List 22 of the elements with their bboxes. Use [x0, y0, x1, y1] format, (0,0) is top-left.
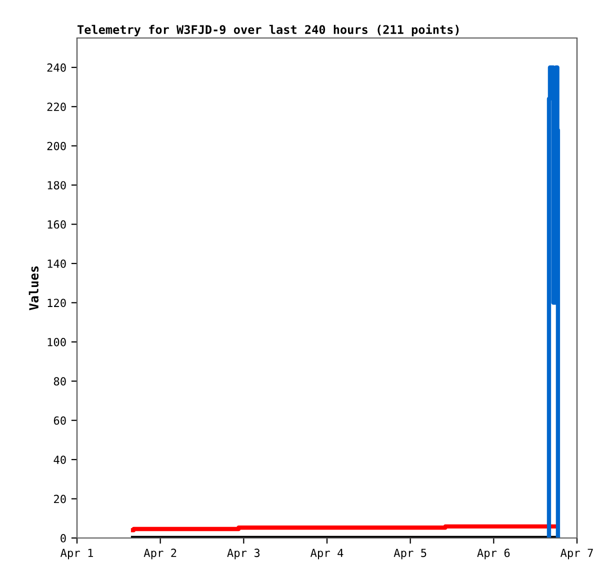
x-tick-label: Apr 4: [310, 548, 344, 560]
x-tick-label: Apr 7: [560, 548, 593, 560]
x-tick-label: Apr 5: [394, 548, 426, 560]
y-tick-label: 240: [47, 63, 66, 72]
y-tick-label: 100: [48, 338, 66, 346]
y-tick-label: 180: [48, 181, 66, 190]
x-tick-label: Apr 2: [144, 548, 176, 560]
y-tick-label: 40: [54, 456, 66, 464]
x-tick-label: Apr 3: [227, 548, 260, 560]
chart-title: Telemetry for W3FJD-9 over last 240 hours (211 points): [78, 24, 459, 36]
y-tick-label: 20: [54, 494, 66, 504]
y-tick-label: 220: [47, 102, 66, 112]
x-tick-label: Apr 1: [60, 548, 93, 560]
y-tick-label: 140: [48, 259, 66, 268]
y-axis-title: Values: [28, 266, 39, 310]
y-tick-label: 120: [48, 298, 66, 308]
y-tick-label: 160: [48, 220, 66, 229]
y-tick-label: 0: [60, 534, 66, 542]
x-tick-label: Apr 6: [477, 548, 510, 560]
y-tick-label: 80: [54, 377, 66, 386]
y-tick-label: 200: [47, 142, 66, 150]
y-tick-label: 60: [54, 416, 66, 425]
